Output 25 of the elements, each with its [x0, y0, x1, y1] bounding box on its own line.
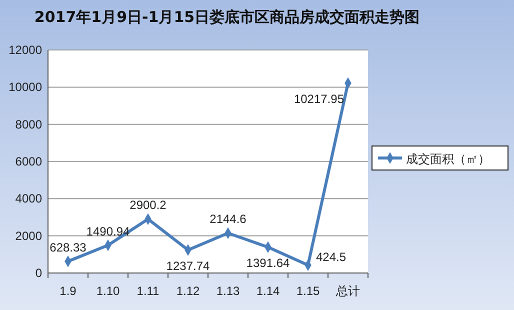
y-tick-label: 12000 — [8, 43, 42, 57]
data-label: 10217.95 — [294, 92, 344, 106]
x-tick-label: 1.14 — [256, 284, 280, 298]
y-tick-label: 2000 — [15, 228, 42, 243]
y-tick-label: 8000 — [15, 117, 42, 132]
x-tick-label: 1.10 — [96, 284, 120, 298]
x-tick-label: 总计 — [335, 284, 360, 298]
data-label: 1490.94 — [86, 224, 130, 238]
data-label: 628.33 — [50, 240, 87, 254]
data-label: 424.5 — [316, 250, 346, 264]
x-tick-label: 1.13 — [216, 284, 240, 298]
legend-label: 成交面积（㎡） — [406, 152, 490, 166]
data-label: 1237.74 — [166, 259, 210, 273]
x-tick-label: 1.15 — [296, 284, 320, 298]
chart-title: 2017年1月9日-1月15日娄底市区商品房成交面积走势图 — [34, 8, 420, 26]
data-label: 1391.64 — [246, 256, 290, 270]
y-tick-label: 4000 — [15, 192, 42, 206]
data-label: 2144.6 — [210, 212, 247, 226]
x-tick-label: 1.9 — [60, 284, 77, 298]
data-label: 2900.2 — [130, 198, 167, 212]
x-tick-label: 1.12 — [176, 284, 200, 298]
y-tick-label: 10000 — [8, 80, 42, 94]
y-tick-label: 6000 — [15, 154, 42, 168]
y-tick-label: 0 — [35, 266, 42, 280]
x-tick-label: 1.11 — [136, 284, 160, 298]
